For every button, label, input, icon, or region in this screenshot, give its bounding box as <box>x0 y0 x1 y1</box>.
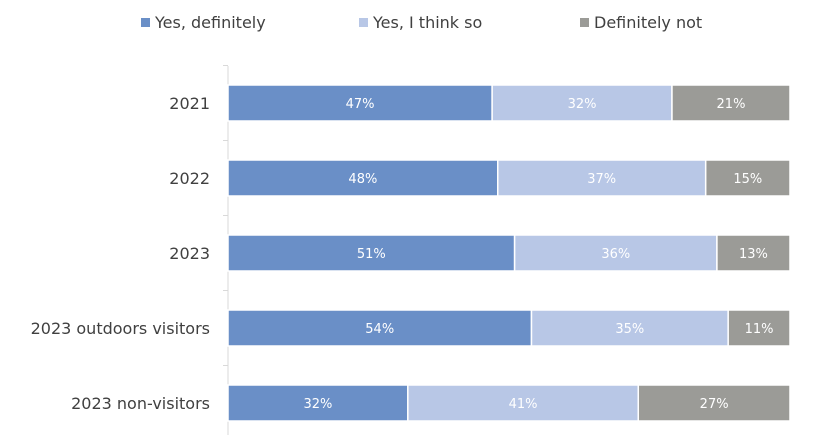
legend-label-3: Definitely not <box>594 13 702 32</box>
bar-value-label-5-3: 27% <box>700 397 729 412</box>
bar-2-1 <box>227 159 499 197</box>
bar-value-label-2-3: 15% <box>733 172 762 187</box>
bar-4-1 <box>227 309 533 347</box>
bar-value-label-4-1: 54% <box>365 322 394 337</box>
bar-3-1 <box>227 234 516 272</box>
legend-swatch-1 <box>141 18 150 27</box>
bar-value-label-3-1: 51% <box>357 247 386 262</box>
category-axis-ticks <box>223 65 228 366</box>
legend-label-2: Yes, I think so <box>372 13 482 32</box>
bar-value-label-2-2: 37% <box>587 172 616 187</box>
bar-value-label-2-1: 48% <box>348 172 377 187</box>
bar-value-label-4-3: 11% <box>745 322 774 337</box>
bar-value-label-4-2: 35% <box>615 322 644 337</box>
bar-value-label-5-2: 41% <box>509 397 538 412</box>
legend: Yes, definitely Yes, I think so Definitely… <box>141 13 702 32</box>
bar-4-2 <box>530 309 729 347</box>
bar-2-2 <box>497 159 707 197</box>
bar-1-1 <box>227 84 493 122</box>
bar-value-label-5-1: 32% <box>303 397 332 412</box>
bar-3-2 <box>513 234 718 272</box>
bar-value-label-1-2: 32% <box>568 97 597 112</box>
category-label-5: 2023 non-visitors <box>71 394 210 413</box>
bar-value-label-1-1: 47% <box>346 97 375 112</box>
bar-3-3 <box>716 234 791 272</box>
category-label-1: 2021 <box>169 94 210 113</box>
bar-5-1 <box>227 384 409 422</box>
bar-5-3 <box>637 384 791 422</box>
legend-swatch-2 <box>359 18 368 27</box>
category-label-2: 2022 <box>169 169 210 188</box>
bar-1-3 <box>671 84 791 122</box>
category-label-4: 2023 outdoors visitors <box>31 319 210 338</box>
bars: 47% 32% 21% 48% 37% 15% 51% 36% 13% 54% 35% 11% 32% 4… <box>227 84 791 422</box>
bar-2-3 <box>704 159 791 197</box>
bar-value-label-1-3: 21% <box>717 97 746 112</box>
legend-label-1: Yes, definitely <box>154 13 266 32</box>
bar-5-2 <box>407 384 640 422</box>
legend-swatch-3 <box>580 18 589 27</box>
category-label-3: 2023 <box>169 244 210 263</box>
bar-value-label-3-3: 13% <box>739 247 768 262</box>
bar-value-label-3-2: 36% <box>601 247 630 262</box>
category-labels: 2021 2022 2023 2023 outdoors visitors 2023 n… <box>31 94 210 413</box>
bar-4-3 <box>727 309 791 347</box>
